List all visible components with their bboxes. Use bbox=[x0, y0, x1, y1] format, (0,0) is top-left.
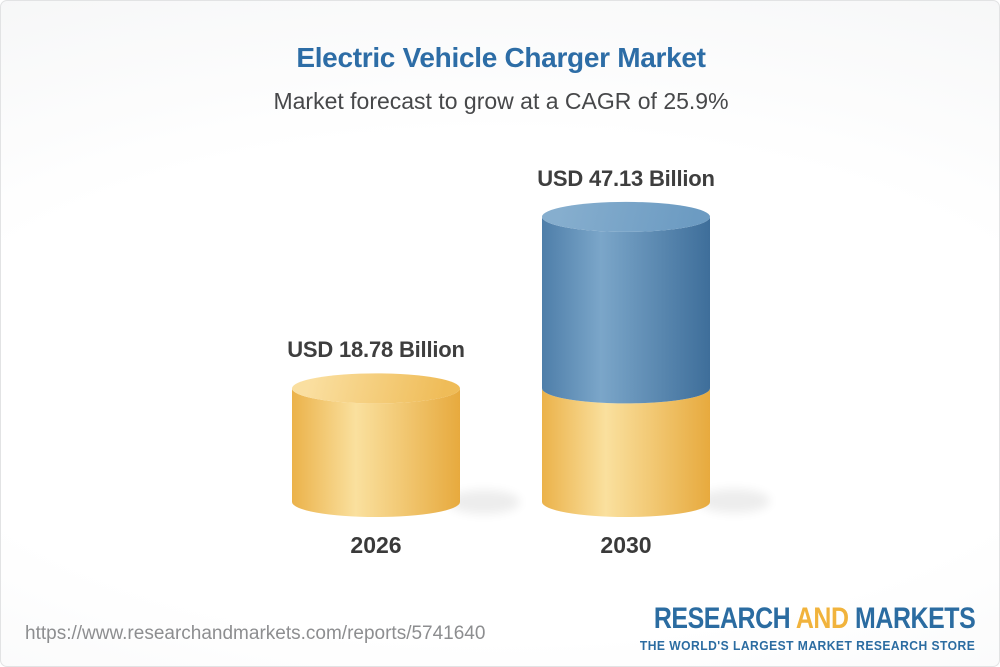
logo-word-research: RESEARCH bbox=[653, 602, 791, 635]
chart-subtitle: Market forecast to grow at a CAGR of 25.… bbox=[273, 88, 729, 114]
bar-2026-body bbox=[292, 388, 460, 517]
report-url: https://www.researchandmarkets.com/repor… bbox=[25, 623, 486, 644]
value-label-2030: USD 47.13 Billion bbox=[537, 165, 715, 191]
shadow-2030 bbox=[698, 489, 770, 513]
bar-2030-top bbox=[542, 201, 710, 232]
research-and-markets-logo: RESEARCH AND MARKETS THE WORLD'S LARGEST… bbox=[588, 602, 976, 654]
chart-title: Electric Vehicle Charger Market bbox=[296, 42, 706, 73]
bar-2030-growth-body bbox=[542, 216, 710, 404]
category-label-2026: 2026 bbox=[350, 532, 402, 558]
logo-tagline: THE WORLD'S LARGEST MARKET RESEARCH STOR… bbox=[639, 638, 975, 653]
bar-2026-top bbox=[292, 373, 460, 404]
logo-word-markets: MARKETS bbox=[854, 602, 976, 635]
shadow-2026 bbox=[448, 490, 520, 514]
bar-2030-base-body bbox=[542, 388, 710, 517]
category-label-2030: 2030 bbox=[600, 532, 652, 558]
logo-word-and: AND bbox=[795, 602, 849, 635]
logo-wordmark: RESEARCH AND MARKETS bbox=[653, 602, 976, 635]
value-label-2026: USD 18.78 Billion bbox=[287, 337, 465, 363]
